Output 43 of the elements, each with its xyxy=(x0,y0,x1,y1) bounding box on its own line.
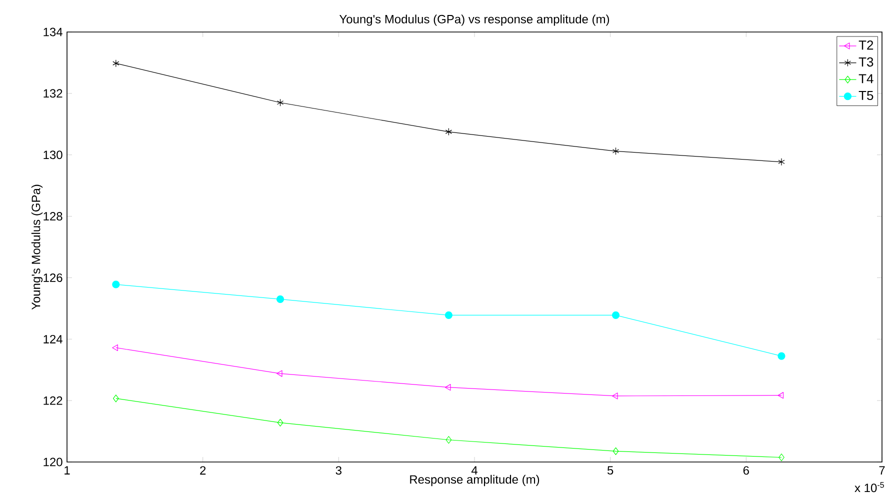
legend-label: T3 xyxy=(858,57,874,67)
legend-label: T4 xyxy=(858,74,874,84)
y-tick-label: 128 xyxy=(44,212,62,221)
point xyxy=(276,98,284,106)
x-tick-label: 3 xyxy=(336,466,342,475)
point xyxy=(446,436,452,444)
x-tick-label: 7 xyxy=(879,466,885,474)
point xyxy=(778,454,784,462)
point xyxy=(444,311,452,319)
point xyxy=(612,147,620,155)
x-tick-label: 1 xyxy=(64,466,70,474)
point xyxy=(444,384,451,391)
point xyxy=(277,418,284,426)
legend-label: T2 xyxy=(858,40,874,50)
point xyxy=(112,394,119,402)
y-tick-label: 130 xyxy=(44,150,62,160)
y-tick-label: 126 xyxy=(44,273,62,282)
point xyxy=(112,60,120,68)
x-tick-label: 4 xyxy=(471,466,478,474)
y-tick-label: 120 xyxy=(44,458,62,466)
point xyxy=(778,352,786,360)
point xyxy=(276,370,282,377)
point xyxy=(112,344,118,352)
point xyxy=(276,295,284,303)
chart-title: Young's Modulus (GPa) vs response amplitude (m) xyxy=(339,14,610,26)
x-axis-title: Response amplitude (m) xyxy=(410,474,540,486)
y-tick-label: 124 xyxy=(44,334,62,344)
y-tick-label: 134 xyxy=(44,28,62,36)
point xyxy=(445,128,452,136)
legend-label: T5 xyxy=(858,90,874,100)
x-tick-label: 2 xyxy=(200,466,206,475)
point xyxy=(612,392,618,400)
x-tick-label: 6 xyxy=(743,466,749,475)
y-tick-label: 122 xyxy=(44,396,62,405)
point xyxy=(778,392,784,399)
point xyxy=(612,447,619,456)
x-tick-label: 5 xyxy=(607,466,614,475)
point xyxy=(778,158,785,166)
y-axis-title: Young's Modulus (GPa) xyxy=(31,184,43,310)
point xyxy=(112,280,120,288)
text: x 10$^{-5}$ xyxy=(854,482,884,492)
point xyxy=(612,311,620,319)
y-tick-label: 132 xyxy=(44,89,62,98)
